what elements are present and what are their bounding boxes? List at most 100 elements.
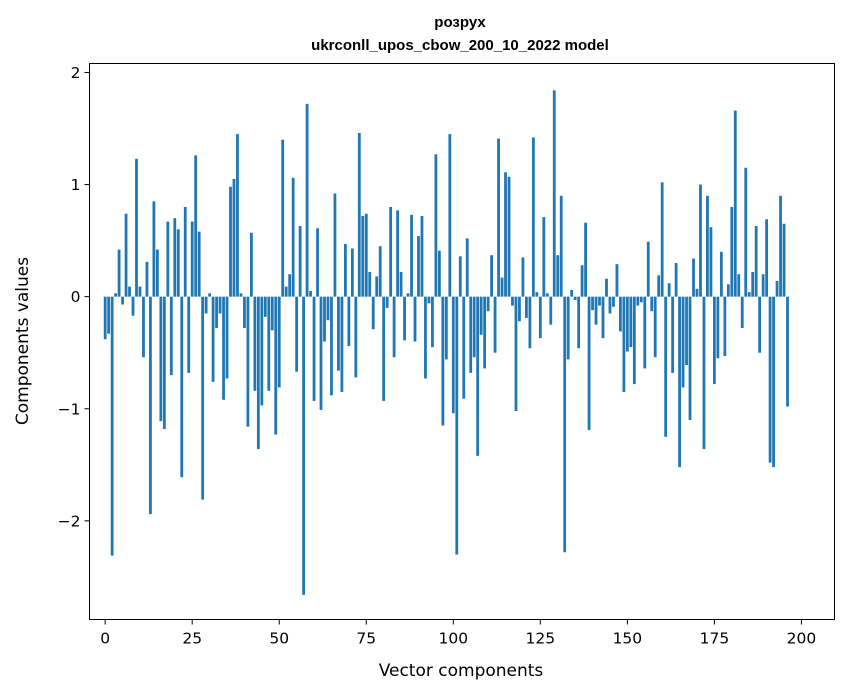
bar-155: [643, 296, 647, 369]
bar-161: [664, 296, 668, 437]
bar-160: [660, 182, 664, 297]
bar-173: [706, 195, 709, 297]
bar-190: [765, 219, 769, 297]
bar-64: [326, 296, 330, 321]
y-axis-label: Components values: [13, 257, 33, 425]
bar-175: [713, 296, 716, 385]
bar-192: [772, 296, 775, 468]
bar-102: [458, 256, 462, 297]
bar-30: [208, 293, 211, 297]
bar-52: [284, 286, 288, 297]
bar-167: [685, 296, 688, 366]
bar-79: [378, 246, 382, 297]
bar-177: [719, 251, 723, 297]
bar-152: [632, 296, 636, 385]
bar-98: [444, 296, 448, 360]
bar-78: [375, 276, 379, 297]
bar-76: [368, 272, 372, 297]
bar-55: [295, 296, 299, 372]
bar-77: [371, 296, 375, 330]
bar-104: [465, 238, 469, 297]
bar-178: [723, 296, 727, 357]
bar-122: [528, 296, 532, 349]
bar-6: [124, 213, 128, 297]
bar-109: [483, 296, 487, 369]
bar-105: [469, 296, 473, 373]
bar-187: [754, 226, 758, 297]
bar-16: [159, 296, 163, 422]
bar-22: [180, 296, 184, 478]
bar-133: [566, 296, 570, 360]
bar-127: [545, 293, 549, 297]
bar-74: [361, 215, 365, 297]
bar-139: [587, 296, 591, 431]
bar-40: [243, 296, 246, 329]
bar-149: [622, 296, 626, 392]
bar-25: [190, 221, 194, 297]
bar-117: [511, 296, 514, 306]
bar-28: [201, 296, 205, 500]
bar-41: [246, 296, 250, 427]
bar-47: [267, 296, 271, 391]
bar-10: [138, 286, 142, 297]
y-tick-label-2: 0: [71, 288, 81, 306]
bar-69: [343, 243, 347, 297]
bar-157: [650, 296, 654, 312]
bar-21: [176, 229, 180, 297]
bar-9: [135, 158, 138, 297]
bar-113: [497, 138, 500, 297]
bar-3: [114, 293, 118, 297]
bar-84: [396, 210, 399, 297]
bar-49: [274, 296, 278, 435]
bar-32: [215, 296, 218, 329]
x-axis-label: Vector components: [379, 661, 544, 681]
bar-37: [232, 178, 236, 297]
bar-107: [476, 296, 480, 456]
bar-42: [249, 232, 253, 297]
bar-123: [531, 137, 535, 297]
bar-195: [782, 223, 786, 297]
x-tick-label-25: 25: [182, 630, 202, 648]
x-tick-label-200: 200: [787, 630, 817, 648]
bar-35: [225, 296, 229, 379]
bar-8: [131, 296, 135, 316]
bar-86: [403, 296, 406, 341]
bar-142: [598, 296, 601, 306]
bar-26: [194, 155, 198, 297]
bar-62: [319, 296, 323, 410]
bar-18: [166, 221, 170, 297]
bar-59: [309, 291, 312, 297]
bar-65: [330, 296, 333, 396]
bar-34: [222, 296, 225, 400]
bar-56: [298, 226, 302, 297]
y-axis-ticks: 2 1 0 −1 −2: [58, 64, 90, 530]
bar-61: [316, 228, 319, 297]
bars-group: [103, 90, 789, 595]
bar-60: [312, 296, 316, 401]
bar-14: [152, 201, 156, 297]
bar-168: [688, 296, 692, 420]
bar-183: [740, 296, 744, 329]
bar-119: [518, 296, 521, 322]
bar-1: [107, 296, 111, 334]
bar-135: [573, 296, 577, 301]
y-tick-label-0: 2: [71, 64, 81, 82]
bar-116: [507, 176, 511, 297]
bar-101: [455, 296, 459, 555]
bar-38: [236, 134, 239, 297]
bar-19: [169, 296, 173, 376]
bar-170: [695, 288, 699, 297]
bar-96: [437, 250, 441, 297]
bar-48: [270, 296, 274, 331]
x-tick-label-75: 75: [356, 630, 376, 648]
bar-94: [431, 296, 434, 348]
bar-194: [779, 195, 782, 297]
bar-138: [584, 222, 587, 297]
bar-154: [639, 296, 643, 303]
y-tick-label-4: −2: [58, 512, 81, 530]
bar-92: [424, 296, 427, 379]
bar-82: [389, 206, 393, 297]
x-tick-label-125: 125: [526, 630, 556, 648]
bar-83: [392, 296, 396, 358]
bar-159: [657, 275, 661, 297]
